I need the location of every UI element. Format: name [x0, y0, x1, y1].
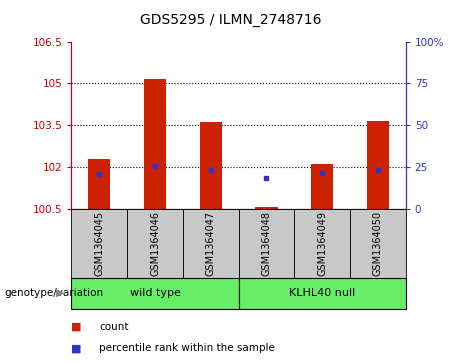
- Bar: [311, 164, 333, 209]
- Text: GDS5295 / ILMN_2748716: GDS5295 / ILMN_2748716: [140, 13, 321, 27]
- Text: GSM1364045: GSM1364045: [95, 211, 104, 276]
- Text: GSM1364047: GSM1364047: [206, 211, 216, 276]
- Text: GSM1364050: GSM1364050: [373, 211, 383, 276]
- Text: wild type: wild type: [130, 288, 180, 298]
- Bar: [144, 79, 166, 209]
- Text: GSM1364049: GSM1364049: [317, 211, 327, 276]
- Text: count: count: [99, 322, 129, 332]
- Bar: [366, 121, 389, 209]
- Text: genotype/variation: genotype/variation: [5, 288, 104, 298]
- Text: ■: ■: [71, 322, 81, 332]
- Text: percentile rank within the sample: percentile rank within the sample: [99, 343, 275, 354]
- Text: KLHL40 null: KLHL40 null: [289, 288, 355, 298]
- Bar: [255, 207, 278, 209]
- Bar: [88, 159, 111, 209]
- Text: ▶: ▶: [56, 288, 65, 298]
- Text: GSM1364048: GSM1364048: [261, 211, 272, 276]
- Bar: [200, 122, 222, 209]
- Text: GSM1364046: GSM1364046: [150, 211, 160, 276]
- Text: ■: ■: [71, 343, 81, 354]
